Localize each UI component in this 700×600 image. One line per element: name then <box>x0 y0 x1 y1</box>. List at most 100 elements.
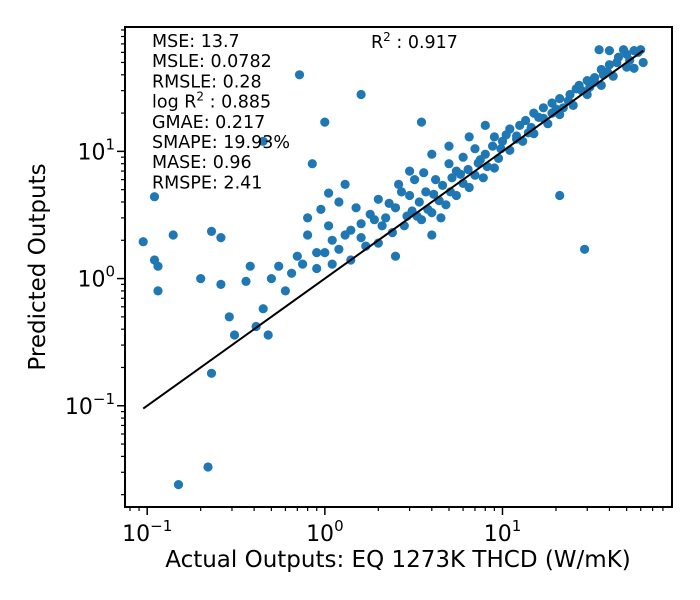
data-point <box>444 141 454 151</box>
data-point <box>241 276 251 286</box>
metric-label: MSE: 13.7 <box>152 32 240 52</box>
y-tick-label: 100 <box>77 263 115 293</box>
data-point <box>303 230 313 240</box>
data-point <box>258 304 268 314</box>
data-point <box>429 189 439 199</box>
metric-label: log R2 : 0.885 <box>152 90 271 113</box>
x-axis-title: Actual Outputs: EQ 1273K THCD (W/mK) <box>165 547 631 573</box>
axes-frame <box>124 26 673 508</box>
data-point <box>464 132 474 142</box>
data-point <box>419 168 429 178</box>
data-point <box>511 131 522 141</box>
data-point <box>629 63 639 73</box>
metric-label: MSLE: 0.0782 <box>152 52 272 72</box>
data-point <box>405 166 415 176</box>
data-point <box>387 228 397 238</box>
data-point <box>303 213 313 223</box>
data-point <box>394 179 404 189</box>
r2-metric-label: R2 : 0.917 <box>371 30 458 53</box>
data-point <box>229 330 240 340</box>
data-point <box>377 221 387 231</box>
data-point <box>390 203 401 213</box>
data-point <box>451 190 461 201</box>
data-point <box>464 182 474 193</box>
data-point <box>274 261 284 271</box>
metric-label: GMAE: 0.217 <box>152 113 265 133</box>
metric-label: MASE: 0.96 <box>152 153 252 173</box>
data-point <box>316 204 326 214</box>
data-point <box>312 263 322 274</box>
data-point <box>458 152 468 162</box>
data-point <box>307 159 317 169</box>
data-point <box>340 230 350 240</box>
data-point <box>373 194 383 204</box>
data-point <box>594 45 604 55</box>
data-point <box>153 286 163 296</box>
data-point <box>384 198 394 208</box>
data-point <box>287 268 297 278</box>
data-point <box>501 130 511 140</box>
data-point <box>396 187 407 197</box>
data-point <box>327 259 337 269</box>
data-point <box>340 179 350 189</box>
data-point <box>334 197 344 207</box>
data-point <box>334 244 344 254</box>
data-point <box>206 226 217 236</box>
data-point <box>555 94 565 104</box>
data-point <box>604 46 615 56</box>
data-point <box>463 164 473 175</box>
data-point <box>320 248 330 258</box>
y-axis-title: Predicted Outputs <box>25 163 51 370</box>
data-point <box>356 89 366 100</box>
data-point <box>604 60 615 70</box>
data-point <box>203 462 213 472</box>
metric-label: RMSLE: 0.28 <box>152 72 262 92</box>
data-point <box>327 235 337 245</box>
x-tick-label: 101 <box>484 517 522 547</box>
data-point <box>356 233 366 243</box>
data-point <box>436 213 446 223</box>
data-point <box>580 244 590 254</box>
data-point <box>555 190 565 201</box>
fit-line <box>142 49 644 410</box>
data-point <box>431 175 441 185</box>
data-point <box>266 274 276 284</box>
data-point <box>280 286 290 296</box>
data-point <box>312 248 322 258</box>
data-point <box>324 221 334 231</box>
data-point <box>224 312 234 322</box>
data-point <box>245 261 255 271</box>
data-point <box>405 190 415 201</box>
data-point <box>196 274 206 284</box>
data-point <box>488 141 498 151</box>
data-point <box>351 203 361 213</box>
data-point <box>489 163 499 173</box>
plot-area <box>138 45 648 490</box>
data-point <box>173 480 184 490</box>
x-tick-label: 10−1 <box>122 517 172 547</box>
data-point <box>612 57 622 68</box>
data-point <box>521 115 531 126</box>
data-point <box>473 158 483 168</box>
data-point <box>421 187 431 197</box>
data-point <box>427 230 437 240</box>
data-point <box>258 136 268 146</box>
data-point <box>470 144 480 154</box>
data-point <box>320 117 330 127</box>
data-point <box>292 251 302 261</box>
data-point <box>478 173 488 183</box>
data-point <box>416 215 427 225</box>
data-point <box>206 368 217 378</box>
data-point <box>390 251 401 261</box>
data-point <box>324 188 334 198</box>
data-point <box>427 208 437 218</box>
data-point <box>138 237 148 247</box>
data-point <box>538 103 549 113</box>
data-point <box>618 45 629 55</box>
data-point <box>416 117 427 127</box>
data-point <box>438 180 448 190</box>
y-tick-label: 10−1 <box>65 390 115 420</box>
data-point <box>153 261 163 271</box>
